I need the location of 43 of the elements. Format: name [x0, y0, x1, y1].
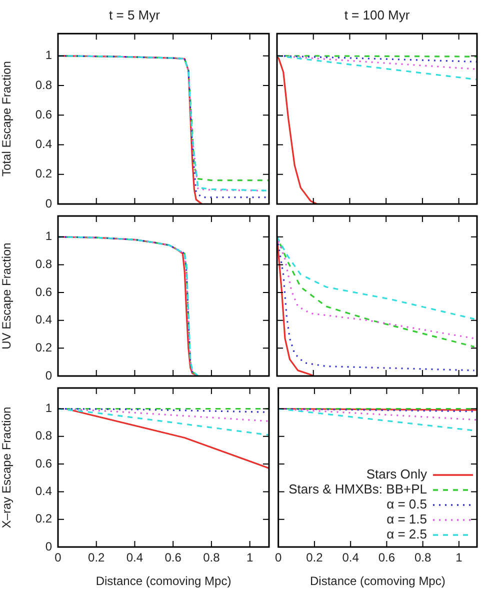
y-tick-label: 0.2	[35, 340, 52, 354]
x-tick-label: 0.2	[88, 550, 106, 565]
x-axis-title: Distance (comoving Mpc)	[310, 574, 446, 588]
x-tick-label: 0.6	[378, 550, 396, 565]
y-tick-label: 0.6	[35, 107, 52, 122]
chart-title: t = 100 Myr	[344, 7, 410, 22]
y-tick-label: 0	[45, 196, 52, 210]
legend-label: α = 1.5	[386, 512, 427, 527]
x-tick-label: 1	[456, 550, 463, 565]
x-tick-label: 0.2	[306, 550, 324, 565]
legend-label: α = 0.5	[386, 496, 427, 512]
y-tick-label: 1	[45, 48, 52, 62]
y-tick-label: 0.6	[35, 284, 52, 299]
y-tick-label: 1	[45, 401, 52, 416]
y-axis-title: Total Escape Fraction	[0, 61, 14, 176]
y-axis-title: UV Escape Fraction	[0, 242, 14, 350]
y-tick-label: 0.8	[35, 257, 52, 272]
x-tick-label: 0.4	[342, 550, 360, 565]
x-tick-label: 1	[246, 550, 254, 565]
x-tick-label: 0.8	[203, 550, 220, 565]
y-tick-label: 0.2	[35, 512, 52, 526]
y-tick-label: 1	[45, 229, 52, 244]
y-tick-label: 0.4	[35, 312, 52, 327]
legend-label: α = 2.5	[386, 526, 427, 542]
y-tick-label: 0.8	[35, 78, 52, 92]
y-tick-label: 0.6	[35, 456, 52, 470]
y-tick-label: 0.8	[35, 428, 52, 443]
y-tick-label: 0.4	[35, 137, 52, 152]
legend-label: Stars Only	[366, 466, 428, 482]
x-axis-title: Distance (comoving Mpc)	[96, 574, 232, 588]
chart-title: t = 5 Myr	[109, 7, 161, 22]
y-tick-label: 0	[45, 368, 52, 382]
x-tick-label: 0.6	[164, 550, 182, 565]
y-axis-title: X–ray Escape Fraction	[0, 406, 14, 528]
line-series	[58, 408, 269, 436]
y-tick-label: 0.2	[35, 166, 52, 181]
y-tick-label: 0.4	[35, 484, 52, 498]
x-tick-label: 0.4	[126, 550, 144, 565]
x-tick-label: 0	[54, 550, 62, 565]
y-tick-label: 0	[45, 539, 52, 554]
legend-label: Stars & HMXBs: BB+PL	[288, 482, 427, 497]
x-tick-label: 0	[274, 550, 282, 565]
x-tick-label: 0.8	[414, 550, 432, 565]
